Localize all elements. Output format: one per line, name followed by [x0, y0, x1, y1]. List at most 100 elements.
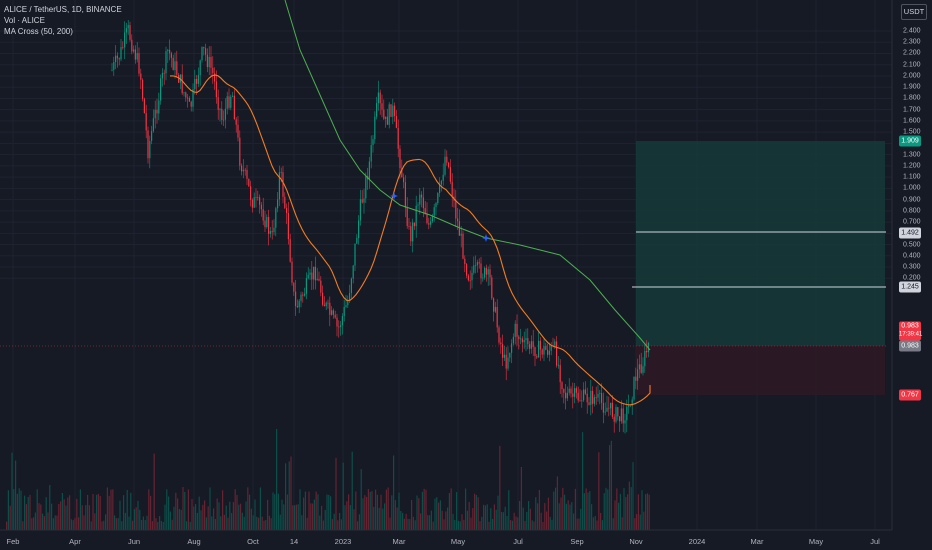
volume-bar [537, 503, 539, 530]
candle-body [242, 169, 244, 172]
price-tick-label: 0.400 [903, 252, 921, 260]
volume-bar [7, 490, 9, 530]
candle-body [300, 294, 302, 301]
candle-body [545, 346, 547, 350]
risk-reward-tool[interactable] [636, 141, 885, 395]
candle-body [160, 78, 162, 101]
volume-bar [25, 504, 27, 530]
volume-bar [324, 509, 326, 530]
candle-body [413, 222, 415, 227]
candle-body [586, 393, 588, 403]
volume-bar [564, 494, 566, 530]
candle-body [448, 162, 450, 168]
ma200-line [284, 0, 651, 351]
candle-body [215, 81, 217, 98]
volume-bar [297, 504, 299, 530]
volume-bar [648, 494, 650, 530]
candle-body [224, 108, 226, 120]
volume-bar [43, 516, 45, 530]
volume-bar [301, 515, 303, 530]
volume-bar [630, 487, 632, 530]
volume-bar [56, 515, 58, 530]
volume-bar [339, 512, 341, 530]
volume-bar [621, 517, 623, 530]
volume-bar [628, 481, 630, 530]
volume-bar [416, 495, 418, 530]
candle-body [520, 338, 522, 340]
candle-body [296, 306, 298, 308]
candle-body [365, 176, 367, 199]
candle-body [329, 302, 331, 315]
candle-body [442, 174, 444, 181]
volume-bar [560, 497, 562, 530]
volume-bar [456, 492, 458, 530]
volume-bar [205, 517, 207, 530]
volume-bar [463, 519, 465, 530]
volume-bar [508, 490, 510, 530]
volume-bar [493, 504, 495, 530]
volume-bar [310, 503, 312, 530]
volume-bar [592, 517, 594, 530]
candle-body [313, 266, 315, 280]
volume-bar [357, 521, 359, 530]
volume-bar [510, 520, 512, 530]
volume-bar [393, 455, 395, 530]
candle-body [563, 388, 565, 393]
level-1245-badge: 1.245 [899, 281, 921, 293]
candle-body [617, 407, 619, 417]
volume-bar [362, 498, 364, 530]
volume-indicator-label[interactable]: Vol · ALICE [4, 16, 45, 25]
volume-bar [272, 492, 274, 530]
volume-bar [484, 505, 486, 530]
volume-bar [504, 506, 506, 530]
volume-bar [322, 520, 324, 530]
candle-body [604, 411, 606, 413]
volume-bar [166, 489, 168, 530]
ma-cross-indicator-label[interactable]: MA Cross (50, 200) [4, 27, 73, 36]
volume-bar [286, 494, 288, 530]
candle-body [428, 223, 430, 225]
volume-bar [398, 492, 400, 530]
candle-body [415, 205, 417, 227]
candle-body [484, 267, 486, 278]
candle-body [363, 198, 365, 203]
volume-bar [321, 505, 323, 530]
candle-body [597, 393, 599, 398]
candle-body [212, 67, 214, 74]
volume-bar [198, 496, 200, 530]
candle-body [255, 197, 257, 199]
candle-body [174, 61, 176, 71]
candle-body [516, 323, 518, 337]
currency-button[interactable]: USDT [901, 4, 927, 20]
candle-body [156, 109, 158, 114]
candle-body [336, 317, 338, 327]
candle-body [631, 399, 633, 406]
last-price-value: 0.983 [901, 322, 919, 330]
candle-body [246, 169, 248, 179]
volume-bar [641, 490, 643, 530]
volume-bar [499, 445, 501, 530]
candle-body [228, 96, 230, 108]
candle-body [412, 222, 414, 242]
volume-bar [637, 494, 639, 530]
volume-bar [520, 466, 522, 530]
profit-zone[interactable] [636, 141, 885, 346]
candle-body [284, 196, 286, 208]
volume-bar [418, 498, 420, 530]
volume-bar [454, 519, 456, 530]
loss-zone[interactable] [636, 346, 885, 395]
volume-bar [9, 505, 11, 530]
volume-bar [69, 495, 71, 530]
cross-markers [390, 192, 490, 242]
candle-body [309, 272, 311, 275]
volume-bar [589, 491, 591, 530]
volume-bar [38, 503, 40, 530]
symbol-title[interactable]: ALICE / TetherUS, 1D, BINANCE [4, 5, 122, 14]
volume-bar [380, 494, 382, 530]
volume-bar [189, 521, 191, 530]
volume-bar [427, 515, 429, 530]
candle-body [282, 172, 284, 197]
candle-body [403, 177, 405, 183]
price-tick-label: 1.300 [903, 151, 921, 159]
